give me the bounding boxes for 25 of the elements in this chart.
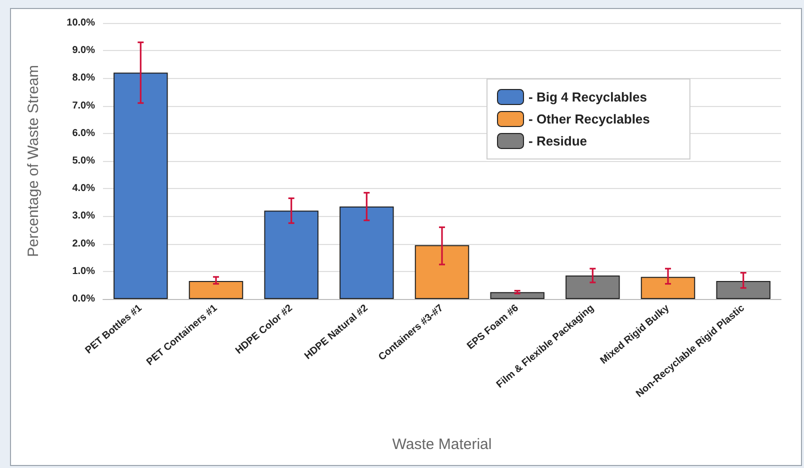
y-axis-title: Percentage of Waste Stream — [25, 64, 42, 258]
bar — [414, 245, 470, 299]
y-tick-label: 9.0% — [72, 45, 96, 56]
bar — [114, 72, 168, 299]
y-tick-label: 4.0% — [72, 183, 96, 194]
bar — [490, 292, 544, 299]
legend-label: - Other Recyclables — [528, 112, 650, 126]
bar — [188, 281, 244, 299]
y-tick-label: 1.0% — [72, 266, 96, 277]
y-tick-label: 5.0% — [72, 156, 96, 166]
x-axis-title: Waste Material — [392, 436, 492, 453]
y-tick-label: 6.0% — [72, 128, 96, 139]
bar — [340, 206, 394, 299]
legend-label: - Residue — [528, 134, 588, 148]
bar — [716, 281, 770, 299]
y-tick-label: 3.0% — [72, 210, 96, 222]
bar — [264, 210, 318, 299]
y-tick-label: 2.0% — [72, 238, 96, 250]
y-tick-label: 0.0% — [72, 294, 96, 304]
bar — [566, 276, 620, 299]
y-tick-label: 7.0% — [72, 100, 96, 112]
y-tick-label: 8.0% — [72, 72, 96, 84]
legend-label: - Big 4 Recyclables — [528, 90, 647, 104]
bar — [640, 276, 696, 299]
y-tick-label: 10.0% — [66, 18, 96, 28]
